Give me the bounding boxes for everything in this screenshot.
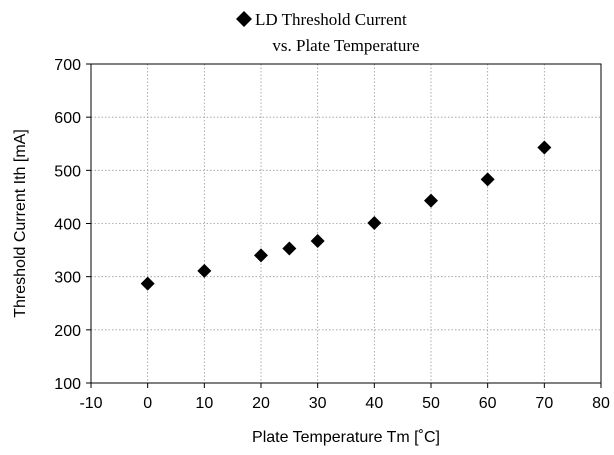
data-point: [282, 241, 297, 256]
x-tick-label: 40: [365, 395, 383, 412]
plot-area: [90, 63, 602, 384]
data-point: [254, 248, 268, 263]
data-point: [367, 215, 382, 230]
y-tick-label: 500: [54, 163, 81, 180]
x-axis-label: Plate Temperature Tm [˚C]: [252, 429, 440, 446]
x-tick-label: 70: [535, 395, 553, 412]
x-tick-label: 0: [143, 395, 152, 412]
data-point: [424, 193, 438, 208]
grid-lines: [91, 64, 601, 383]
y-tick-label: 600: [54, 110, 81, 127]
data-points: [140, 140, 552, 291]
x-tick-label: 80: [592, 395, 610, 412]
y-tick-label: 100: [54, 376, 81, 393]
x-tick-label: 50: [422, 395, 440, 412]
x-tick-label: 20: [252, 395, 270, 412]
chart-title-line1: LD Threshold Current: [255, 10, 407, 29]
y-tick-label: 200: [54, 323, 81, 340]
data-point: [197, 263, 212, 278]
x-tick-label: 60: [479, 395, 497, 412]
y-tick-label: 700: [54, 57, 81, 74]
axis-ticks: -10 0 10 20 30 40 50 60 70 80 100 200 300 400 500 600 70…: [54, 57, 610, 412]
data-point: [310, 234, 325, 249]
y-axis-label: Threshold Current Ith [mA]: [12, 129, 29, 318]
y-tick-label: 300: [54, 270, 81, 287]
data-point: [537, 140, 552, 155]
chart-title-line2: vs. Plate Temperature: [272, 36, 419, 55]
data-point: [480, 172, 495, 187]
y-tick-label: 400: [54, 217, 81, 234]
data-point: [140, 276, 155, 291]
x-tick-label: 10: [195, 395, 213, 412]
x-tick-label: 30: [309, 395, 327, 412]
x-tick-label: -10: [79, 395, 102, 412]
legend-marker-diamond: [236, 11, 252, 27]
